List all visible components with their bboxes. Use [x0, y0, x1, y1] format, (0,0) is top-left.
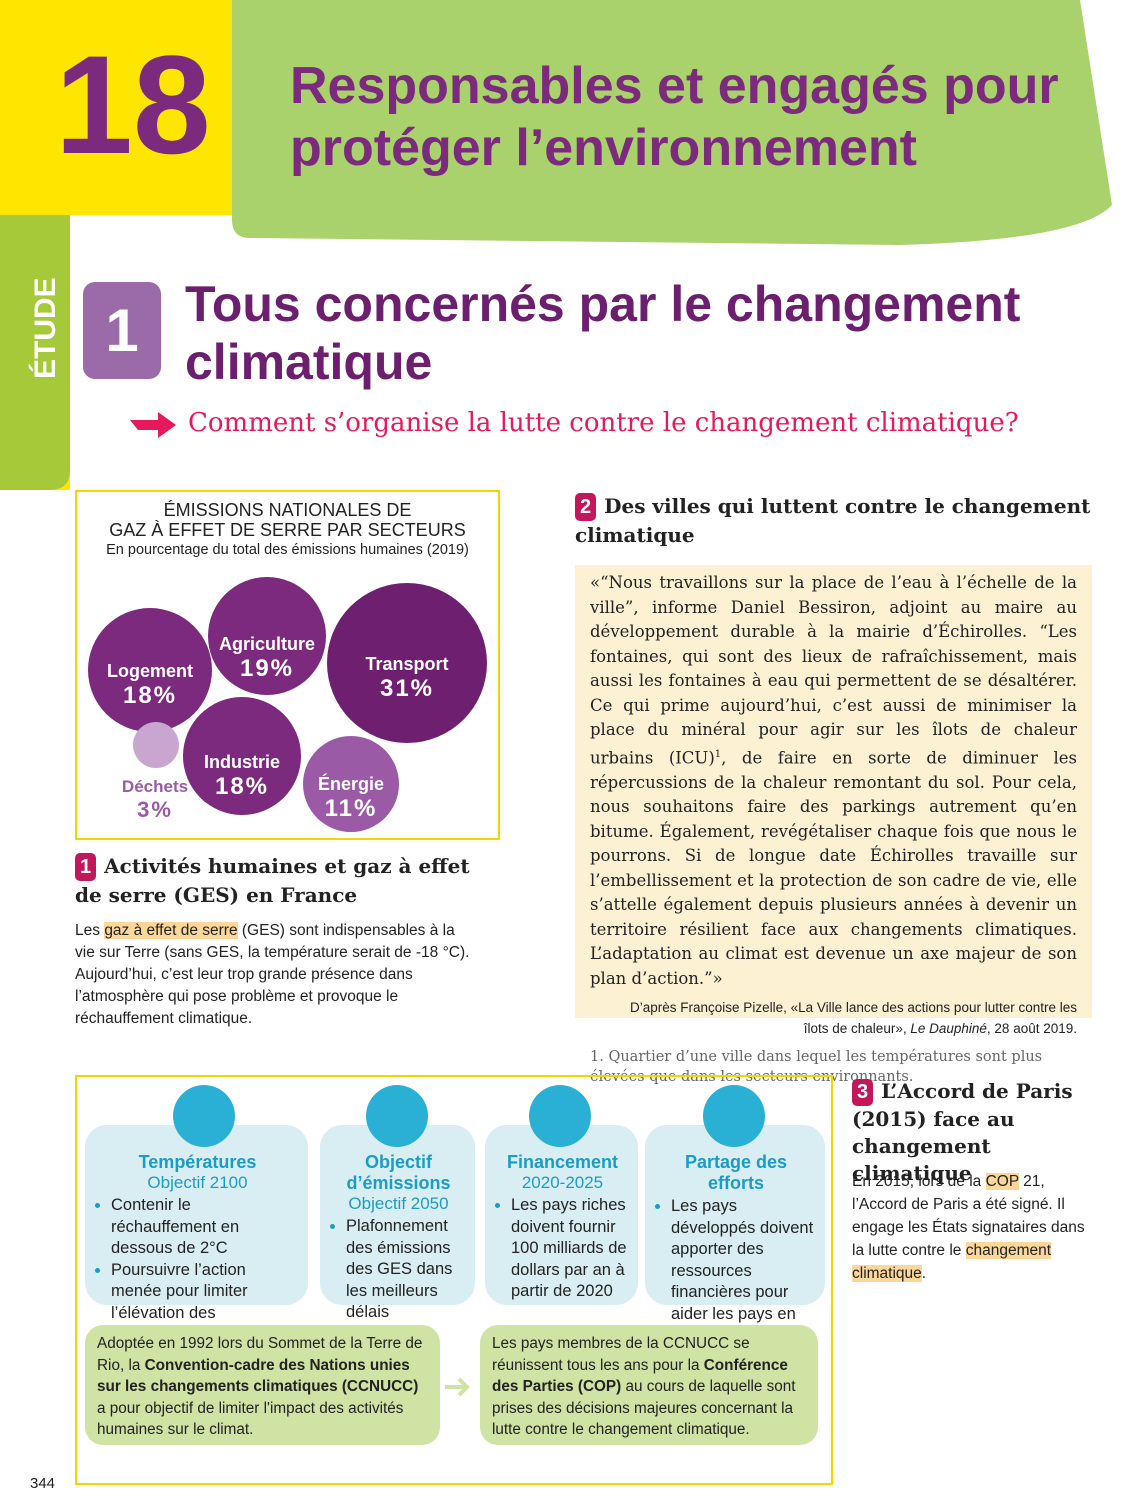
text-part: , de faire en sorte de diminuer les répe… — [590, 748, 1077, 988]
green-box: Adoptée en 1992 lors du Sommet de la Ter… — [85, 1325, 440, 1445]
bubble: Transport 31% — [327, 583, 487, 743]
bubble-label: Transport — [365, 653, 449, 674]
text-part: a pour objectif de limiter l'impact des … — [97, 1399, 404, 1439]
bubble: Logement 18% — [88, 608, 212, 732]
text-part: D’après Françoise Pizelle, «La Ville lan… — [630, 1000, 1077, 1036]
study-title: Tous concernés par le changement climati… — [185, 276, 1021, 390]
bubble-small-label: Déchets 3% — [105, 777, 205, 823]
doc1-text: Les gaz à effet de serre (GES) sont indi… — [75, 920, 470, 1030]
icon — [366, 1085, 428, 1147]
bubble: Énergie 11% — [303, 736, 399, 832]
bubble-value: 11% — [324, 794, 378, 822]
bubble-value: 31% — [379, 674, 435, 702]
chart-subtitle: En pourcentage du total des émissions hu… — [106, 542, 469, 558]
bubble: Industrie 18% — [183, 697, 301, 815]
source-title: Le Dauphiné — [910, 1021, 987, 1036]
text-part: «“Nous travaillons sur la place de l’eau… — [590, 573, 1077, 767]
doc2-quote: «“Nous travaillons sur la place de l’eau… — [590, 571, 1077, 991]
footnote-ref: 1 — [714, 748, 722, 760]
bubble-value: 18% — [214, 772, 270, 800]
bubble-label: Industrie — [203, 751, 280, 772]
doc3-title: 3 L’Accord de Paris (2015) face au change… — [852, 1078, 1097, 1187]
caption-text: Activités humaines et gaz à effet de ser… — [75, 854, 470, 907]
side-tab: ÉTUDE — [29, 277, 62, 379]
card-subtitle: Objectif 2100 — [147, 1173, 248, 1192]
bubble-label: Logement — [106, 660, 193, 681]
text-part: au cours de laquelle sont prises des déc… — [492, 1378, 796, 1438]
doc1-box — [75, 490, 500, 840]
card-bullet: Contenir le réchauffement en dessous de … — [111, 1195, 300, 1260]
doc2-box: «“Nous travaillons sur la place de l’eau… — [575, 565, 1092, 1085]
text-part: Les — [75, 922, 105, 939]
card-title: Objectif d’émissions — [346, 1152, 451, 1193]
card-title: Financement — [506, 1152, 619, 1172]
bubble-label: Déchets — [121, 777, 189, 796]
chart-title-line: ÉMISSIONS NATIONALES DE — [163, 500, 412, 520]
highlight: gaz à effet de serre — [104, 922, 238, 939]
card: Partage des effortsLes pays développés d… — [645, 1125, 825, 1344]
title-text: Des villes qui luttent contre le changem… — [575, 494, 1091, 547]
doc3-box — [75, 1075, 833, 1485]
doc-number: 2 — [575, 493, 597, 521]
text-part: . — [921, 1265, 927, 1282]
card-bullet: Les pays riches doivent fournir 100 mill… — [511, 1195, 630, 1303]
header-shapes — [0, 0, 1112, 490]
icon — [173, 1085, 235, 1147]
text-part: En 2015, lors de la — [852, 1173, 986, 1190]
card-subtitle: Objectif 2050 — [348, 1194, 449, 1213]
text-part: (GES) sont indispensables à la vie sur T… — [75, 922, 470, 1027]
text-part: , 28 août 2019. — [986, 1021, 1077, 1036]
card-title: Partage des efforts — [684, 1152, 788, 1193]
bubble-value: 18% — [122, 681, 178, 709]
chapter-title: Responsables et engagés pour protéger l’… — [290, 57, 1059, 177]
card-subtitle: 2020-2025 — [521, 1173, 604, 1192]
bubble — [133, 722, 179, 768]
doc-number: 1 — [75, 853, 97, 881]
chart-title-line: GAZ À EFFET DE SERRE PAR SECTEURS — [109, 520, 466, 540]
icon — [703, 1085, 765, 1147]
chapter-number: 18 — [55, 26, 211, 183]
study-number: 1 — [105, 297, 139, 364]
doc1-caption: 1 Activités humaines et gaz à effet de se… — [75, 852, 485, 909]
title-text: L’Accord de Paris (2015) face au changem… — [852, 1079, 1073, 1185]
doc2-title: 2 Des villes qui luttent contre le change… — [575, 492, 1095, 549]
text-part: Les pays membres de la CCNUCC se réuniss… — [492, 1335, 750, 1374]
text-part: Adoptée en 1992 lors du Sommet de la Ter… — [97, 1335, 423, 1374]
doc3-text: En 2015, lors de la COP 21, l’Accord de … — [852, 1170, 1092, 1285]
bold-text: Conférence des Parties (COP) — [492, 1356, 788, 1396]
bubble: Agriculture 19% — [208, 577, 326, 695]
text-part: 21, l’Accord de Paris a été signé. Il en… — [852, 1173, 1085, 1259]
bubble-label: Énergie — [317, 773, 385, 794]
bubble-value: 3% — [137, 797, 173, 822]
highlight: COP — [985, 1173, 1019, 1190]
card-bullet: Les pays développés doivent apporter des… — [671, 1196, 817, 1347]
green-box: Les pays membres de la CCNUCC se réuniss… — [480, 1325, 818, 1445]
doc2-source: D’après Françoise Pizelle, «La Ville lan… — [590, 997, 1077, 1039]
study-question: Comment s’organise la lutte contre le ch… — [188, 408, 1019, 438]
bold-text: Convention-cadre des Nations unies sur l… — [97, 1356, 419, 1396]
chart-title: ÉMISSIONS NATIONALES DE GAZ À EFFET DE SE… — [80, 500, 495, 560]
bubble-label: Agriculture — [218, 634, 315, 654]
icon — [529, 1085, 591, 1147]
page-number: 344 — [30, 1475, 56, 1492]
card-title: Températures — [138, 1152, 257, 1172]
bubble-value: 19% — [239, 655, 295, 682]
arrow — [445, 1377, 470, 1397]
card-bullet: Plafonnement des émissions des GES dans … — [346, 1216, 467, 1324]
doc-number: 3 — [852, 1079, 874, 1106]
